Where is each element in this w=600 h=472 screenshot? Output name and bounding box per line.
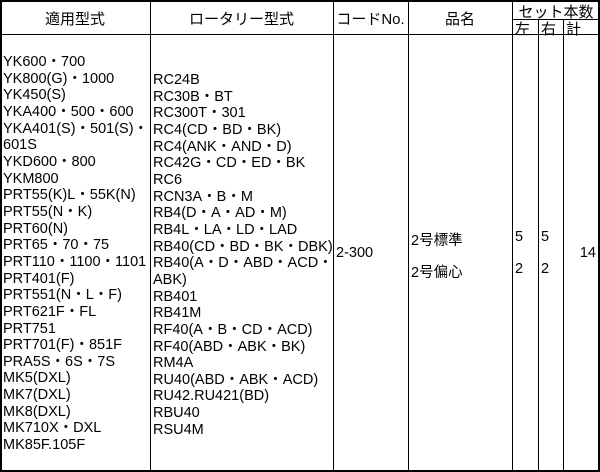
applicable-model-line: YKD600・800 — [3, 153, 96, 170]
applicable-model-line: PRT551(N・L・F) — [3, 287, 122, 304]
rotary-model-line: RF40(A・B・CD・ACD) — [153, 321, 313, 338]
divider — [333, 0, 334, 472]
applicable-model-line: PRT751 — [3, 320, 56, 337]
left-count-eccentric: 2 — [515, 261, 524, 277]
rotary-model-line: RSU4M — [153, 421, 204, 438]
product-name-standard: 2号標準 — [411, 233, 463, 249]
rotary-model-line: RB4L・LA・LD・LAD — [153, 221, 298, 238]
header-applicable-model: 適用型式 — [44, 11, 105, 28]
rotary-model-line: RB40(CD・BD・BK・DBK) — [153, 238, 333, 255]
rotary-model-line: RB40(A・D・ABD・ACD・ — [153, 255, 333, 272]
product-name-eccentric: 2号偏心 — [411, 265, 463, 281]
header-set-count: セット本数 — [518, 4, 594, 21]
applicable-model-line: PRT65・70・75 — [3, 237, 110, 254]
applicable-model-line: PRT401(F) — [3, 270, 75, 287]
rotary-model-line: RC4(ANK・AND・D) — [153, 138, 292, 155]
total-count: 14 — [579, 245, 596, 261]
applicable-model-line: YKA401(S)・501(S)・ — [3, 120, 149, 137]
rotary-model-line: RB401 — [153, 288, 198, 305]
rotary-model-line: RB4(D・A・AD・M) — [153, 205, 287, 222]
rotary-model-line: RM4A — [153, 355, 194, 372]
divider — [0, 34, 600, 35]
header-product-name: 品名 — [444, 11, 475, 28]
header-left: 左 — [515, 21, 531, 38]
applicable-models-list: YK600・700 YK800(G)・1000 YK450(S) YKA400・500… — [3, 54, 148, 454]
applicable-model-line: YKM800 — [3, 170, 59, 187]
rotary-model-line: RC6 — [153, 171, 183, 188]
rotary-model-line: RC42G・CD・ED・BK — [153, 155, 306, 172]
header-rotary-model: ロータリー型式 — [188, 11, 294, 28]
divider — [150, 0, 151, 472]
right-count-standard: 5 — [541, 229, 550, 245]
code-no: 2-300 — [336, 245, 374, 261]
rotary-model-line: RF40(ABD・ABK・BK) — [153, 338, 306, 355]
rotary-model-line: RU40(ABD・ABK・ACD) — [153, 371, 319, 388]
divider — [408, 0, 409, 472]
applicable-model-line: YK450(S) — [3, 87, 66, 104]
divider — [512, 0, 513, 472]
rotary-model-line: RC4(CD・BD・BK) — [153, 121, 282, 138]
applicable-model-line: PRT110・1100・1101 — [3, 253, 147, 270]
rotary-model-line: RCN3A・B・M — [153, 188, 253, 205]
applicable-model-line: MK5(DXL) — [3, 370, 71, 387]
rotary-model-line: RU42.RU421(BD) — [153, 388, 270, 405]
applicable-model-line: MK8(DXL) — [3, 403, 71, 420]
applicable-model-line: PRA5S・6S・7S — [3, 353, 116, 370]
applicable-model-line: PRT621F・FL — [3, 303, 97, 320]
rotary-model-line: RB41M — [153, 305, 202, 322]
applicable-model-line: PRT55(K)L・55K(N) — [3, 187, 136, 204]
applicable-model-line: MK710X・DXL — [3, 420, 102, 437]
applicable-model-line: YK600・700 — [3, 54, 86, 70]
rotary-model-line: RC300T・301 — [153, 105, 246, 122]
header-code-no: コードNo. — [336, 11, 405, 28]
applicable-model-line: MK85F.105F — [3, 437, 86, 454]
applicable-model-line: YKA400・500・600 — [3, 103, 134, 120]
rotary-models-list: RC24B RC30B・BT RC300T・301 RC4(CD・BD・BK) RC4(… — [153, 72, 333, 438]
rotary-model-line: RC24B — [153, 72, 200, 88]
rotary-model-line: RBU40 — [153, 405, 200, 422]
applicable-model-line: PRT701(F)・851F — [3, 337, 122, 354]
divider — [538, 19, 539, 472]
left-count-standard: 5 — [515, 229, 524, 245]
header-right: 右 — [541, 21, 557, 38]
divider — [563, 19, 564, 472]
applicable-model-line: MK7(DXL) — [3, 387, 71, 404]
applicable-model-line: PRT60(N) — [3, 220, 68, 237]
right-count-eccentric: 2 — [541, 261, 550, 277]
rotary-model-line: ABK) — [153, 271, 187, 288]
divider — [512, 19, 600, 20]
applicable-model-line: YK800(G)・1000 — [3, 70, 115, 87]
applicable-model-line: PRT55(N・K) — [3, 203, 93, 220]
header-total: 計 — [566, 21, 582, 38]
applicable-model-line: 601S — [3, 137, 37, 154]
rotary-model-line: RC30B・BT — [153, 88, 233, 105]
